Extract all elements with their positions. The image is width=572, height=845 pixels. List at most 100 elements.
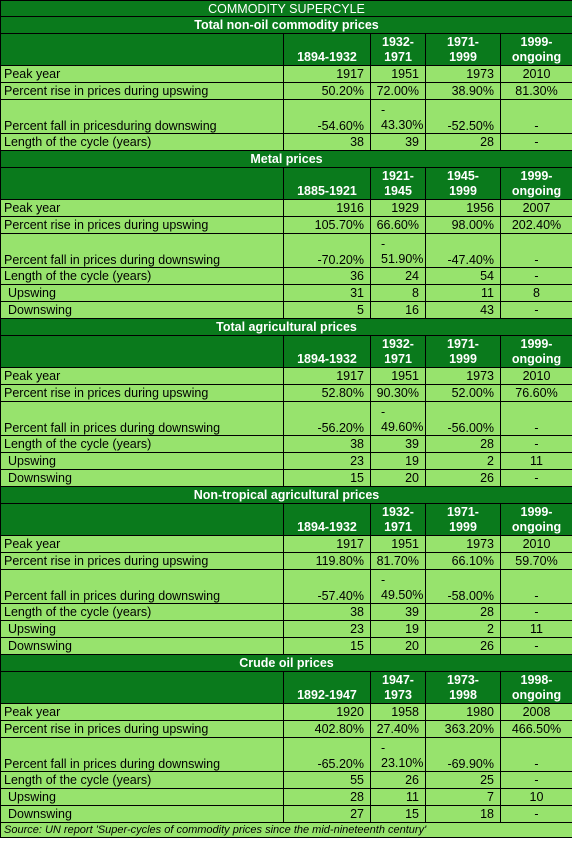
row-value-1: -70.20% — [283, 233, 371, 268]
row-value-4: - — [500, 805, 572, 823]
row-value-1: 402.80% — [283, 720, 371, 738]
period-header-4: 1999- ongoing — [500, 335, 572, 368]
section-title-row: Non-tropical agricultural prices — [0, 486, 572, 504]
row-value-3: 1956 — [425, 199, 501, 217]
row-value-3: 52.00% — [425, 384, 501, 402]
row-value-4: 11 — [500, 620, 572, 638]
row-label: Percent fall in prices during downswing — [0, 401, 284, 436]
row-value-1: -65.20% — [283, 737, 371, 772]
row-value-3: 66.10% — [425, 552, 501, 570]
row-value-2: 27.40% — [370, 720, 426, 738]
row-value-2: 1958 — [370, 703, 426, 721]
period-header-4: 1998- ongoing — [500, 671, 572, 704]
row-value-1: 15 — [283, 469, 371, 487]
row-value-3: 363.20% — [425, 720, 501, 738]
table-row: Peak year 1917 1951 1973 2010 — [0, 535, 572, 553]
row-label: Percent fall in prices during downswing — [0, 737, 284, 772]
table-row: Percent fall in prices during downswing -… — [0, 737, 572, 772]
row-label: Percent rise in prices during upswing — [0, 384, 284, 402]
row-value-3: 28 — [425, 603, 501, 621]
row-value-2: 81.70% — [370, 552, 426, 570]
row-value-2: 26 — [370, 771, 426, 789]
period-header-3: 1971- 1999 — [425, 503, 501, 536]
table-title: COMMODITY SUPERCYLE — [0, 0, 572, 17]
source-note: Source: UN report 'Super-cycles of commo… — [0, 822, 572, 838]
table-row: Percent rise in prices during upswing 50.… — [0, 82, 572, 100]
row-value-4: - — [500, 233, 572, 268]
row-label: Length of the cycle (years) — [0, 435, 284, 453]
period-header-3: 1971- 1999 — [425, 335, 501, 368]
table-row: Peak year 1920 1958 1980 2008 — [0, 703, 572, 721]
row-value-4: - — [500, 435, 572, 453]
row-value-3: 38.90% — [425, 82, 501, 100]
table-row: Downswing 15 20 26- — [0, 469, 572, 487]
row-value-2: 72.00% — [370, 82, 426, 100]
row-value-4: 2007 — [500, 199, 572, 217]
row-label: Percent fall in prices during downswing — [0, 569, 284, 604]
row-value-3: 98.00% — [425, 216, 501, 234]
row-value-1: 1917 — [283, 535, 371, 553]
table-row: Upswing 23 19 2 11 — [0, 452, 572, 470]
row-value-4: - — [500, 771, 572, 789]
row-value-3: 26 — [425, 637, 501, 655]
row-value-2: 39 — [370, 133, 426, 151]
row-value-4: 2010 — [500, 367, 572, 385]
row-value-4: 10 — [500, 788, 572, 806]
row-value-2: 15 — [370, 805, 426, 823]
row-label: Percent rise in prices during upswing — [0, 720, 284, 738]
row-value-2: 11 — [370, 788, 426, 806]
period-header-1: 1894-1932 — [283, 335, 371, 368]
row-value-4: 8 — [500, 284, 572, 302]
row-value-2: 1929 — [370, 199, 426, 217]
section-title: Metal prices — [0, 150, 572, 168]
row-value-1: 105.70% — [283, 216, 371, 234]
row-value-3: 25 — [425, 771, 501, 789]
row-label: Upswing — [0, 620, 284, 638]
row-value-1: 5 — [283, 301, 371, 319]
row-label: Peak year — [0, 535, 284, 553]
row-value-2: -49.60% — [370, 401, 426, 436]
period-header-2: 1947- 1973 — [370, 671, 426, 704]
row-value-3: 7 — [425, 788, 501, 806]
table-row: Downswing 15 20 26- — [0, 637, 572, 655]
row-label: Downswing — [0, 805, 284, 823]
row-value-1: 38 — [283, 603, 371, 621]
section-title: Crude oil prices — [0, 654, 572, 672]
row-value-1: 1916 — [283, 199, 371, 217]
row-value-1: 1917 — [283, 65, 371, 83]
row-label: Length of the cycle (years) — [0, 771, 284, 789]
row-value-4: 11 — [500, 452, 572, 470]
row-value-3: -69.90% — [425, 737, 501, 772]
row-value-2: -51.90% — [370, 233, 426, 268]
row-value-4: 2008 — [500, 703, 572, 721]
period-header-3: 1945- 1999 — [425, 167, 501, 200]
table-row: Length of the cycle (years) 55 26 25- — [0, 771, 572, 789]
row-value-2: 39 — [370, 603, 426, 621]
row-value-4: - — [500, 267, 572, 285]
row-value-4: - — [500, 301, 572, 319]
header-blank-cell — [0, 503, 284, 536]
row-value-1: 15 — [283, 637, 371, 655]
row-value-1: -54.60% — [283, 99, 371, 134]
row-value-4: - — [500, 133, 572, 151]
row-value-4: - — [500, 99, 572, 134]
period-header-1: 1885-1921 — [283, 167, 371, 200]
period-header-1: 1892-1947 — [283, 671, 371, 704]
row-value-4: 59.70% — [500, 552, 572, 570]
row-value-3: 2 — [425, 452, 501, 470]
row-value-2: 39 — [370, 435, 426, 453]
row-value-1: 23 — [283, 452, 371, 470]
table-row: Percent fall in prices during downswing -… — [0, 401, 572, 436]
period-header-row: 1885-1921 1921- 1945 1945- 1999 1999- ongoing — [0, 167, 572, 200]
period-header-4: 1999- ongoing — [500, 33, 572, 66]
table-row: Percent fall in prices during downswing -… — [0, 233, 572, 268]
table-row: Percent fall in prices during downswing -… — [0, 569, 572, 604]
table-row: Upswing 23 19 2 11 — [0, 620, 572, 638]
row-value-3: 28 — [425, 435, 501, 453]
row-label: Length of the cycle (years) — [0, 267, 284, 285]
row-value-1: 27 — [283, 805, 371, 823]
row-value-2: 19 — [370, 452, 426, 470]
row-value-2: 20 — [370, 469, 426, 487]
row-label: Downswing — [0, 637, 284, 655]
